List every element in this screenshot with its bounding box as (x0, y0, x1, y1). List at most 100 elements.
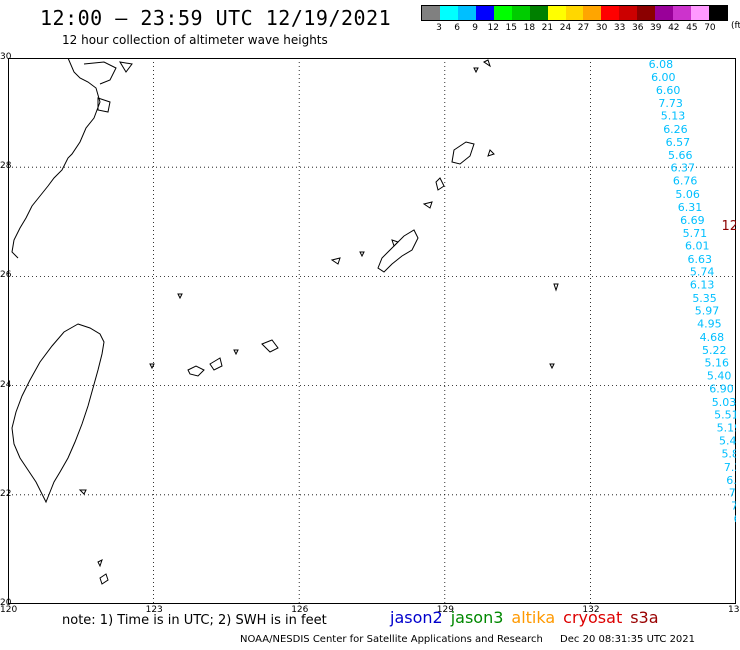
legend-swatch (583, 6, 602, 20)
wave-height-label: 6.00 (651, 71, 676, 84)
lat-tick-label: 24 (0, 379, 12, 390)
legend-swatch (511, 6, 530, 20)
legend-swatch (637, 6, 656, 20)
legend-label: 39 (650, 23, 662, 33)
wave-height-label: 7 (731, 500, 736, 513)
map-canvas[interactable]: 6.086.006.607.735.136.266.575.666.376.76… (7, 57, 740, 605)
coastlines (11, 57, 559, 585)
legend-swatch (691, 6, 709, 20)
credit-text: NOAA/NESDIS Center for Satellite Applica… (240, 634, 543, 645)
wave-height-label: 5.74 (690, 265, 715, 278)
legend-swatch (547, 6, 566, 20)
wave-height-label: 5.97 (695, 305, 720, 318)
wave-height-label: 5.19 (717, 421, 736, 434)
legend-units: (ft) (731, 21, 740, 31)
timestamp-text: Dec 20 08:31:35 UTC 2021 (560, 634, 696, 645)
legend-label: 45 (686, 23, 698, 33)
legend-swatches (421, 5, 728, 21)
legend-labels: 3 6 9 12 15 18 21 24 27 30 33 36 39 42 45 70 (421, 23, 728, 35)
taiwan-coastline (11, 323, 105, 504)
legend-label: 70 (704, 23, 716, 33)
legend-swatch (457, 6, 476, 20)
lat-tick-label: 26 (0, 270, 12, 281)
lon-tick-label: 129 (436, 605, 454, 615)
wave-height-label: 6.69 (680, 214, 705, 227)
wave-height-label: 4.68 (700, 331, 725, 344)
map-frame (8, 58, 736, 604)
wave-height-label: 6.26 (663, 123, 688, 136)
wave-height-label: 5.35 (692, 292, 717, 305)
legend-swatch (422, 6, 440, 20)
wave-height-label: 5.71 (683, 227, 708, 240)
okinawa-coastline (377, 229, 419, 273)
satellite-legend: jason2 jason3 altika cryosat s3a (390, 608, 667, 627)
wave-height-label: 6 (734, 513, 736, 526)
lat-tick-label: 20 (0, 598, 12, 608)
wave-height-label: 5.13 (661, 110, 686, 123)
satellite-name: s3a (630, 608, 659, 627)
wave-height-label: 6.13 (690, 278, 715, 291)
legend-label: 12 (487, 23, 499, 33)
legend-swatch (493, 6, 512, 20)
legend-swatch (475, 6, 494, 20)
page-title: 12:00 – 23:59 UTC 12/19/2021 (40, 6, 392, 30)
legend-swatch (529, 6, 548, 20)
wave-height-label: 6.60 (656, 84, 681, 97)
wave-height-label: 5.06 (675, 188, 700, 201)
legend-swatch (601, 6, 620, 20)
legend-label: 18 (523, 23, 536, 33)
satellite-name: cryosat (563, 608, 623, 627)
wave-height-label: 6.37 (670, 162, 695, 175)
footer: NOAA/NESDIS Center for Satellite Applica… (240, 634, 709, 645)
wave-height-label: 1248 (721, 219, 736, 234)
wave-height-label: 5.51 (714, 408, 736, 421)
legend-label: 42 (668, 23, 680, 33)
wave-height-label: 5.43 (719, 435, 736, 448)
wave-height-label: 4.95 (697, 318, 722, 331)
lon-tick-label: 126 (291, 605, 309, 615)
lat-tick-label: 22 (0, 488, 12, 499)
legend-swatch (439, 6, 458, 20)
amami-coastline (451, 141, 475, 165)
wave-height-label: 6.31 (678, 201, 703, 214)
lon-tick-label: 123 (145, 605, 163, 615)
legend-swatch (565, 6, 584, 20)
page-subtitle: 12 hour collection of altimeter wave hei… (62, 33, 328, 47)
lon-tick-label: 132 (582, 605, 600, 615)
wave-height-label: 7. (729, 486, 736, 499)
wave-height-label: 5.16 (704, 356, 729, 369)
wave-height-label: 5.22 (702, 344, 727, 357)
lon-tick-label: 135 (728, 605, 740, 615)
legend-label: 33 (613, 23, 626, 33)
yaeyama-coastline (187, 365, 205, 377)
wave-height-label: 6.57 (666, 136, 691, 149)
miyako-coastline (261, 339, 279, 353)
wave-height-label: 5.87 (721, 448, 736, 461)
legend-label: 36 (631, 23, 644, 33)
altimeter-track: 6.086.006.607.735.136.266.575.666.376.76… (649, 58, 740, 526)
note-text: note: 1) Time is in UTC; 2) SWH is in fe… (62, 613, 327, 628)
wave-height-label: 5.66 (668, 149, 693, 162)
wave-height-label: 6.08 (649, 58, 674, 71)
lat-tick-label: 28 (0, 161, 12, 172)
legend-label: 21 (541, 23, 554, 33)
legend-label: 27 (577, 23, 590, 33)
wave-height-label: 6.90 (709, 383, 734, 396)
legend-label: 24 (559, 23, 572, 33)
legend-swatch (619, 6, 638, 20)
legend-label: 9 (472, 23, 479, 33)
lat-tick-label: 30 (0, 52, 12, 62)
wave-height-label: 6.01 (685, 240, 710, 253)
satellite-name: jason2 (390, 608, 443, 627)
legend-label: 3 (436, 23, 442, 33)
wave-height-label: 6.76 (673, 175, 698, 188)
wave-height-label: 6.63 (687, 253, 712, 266)
legend-label: 6 (454, 23, 460, 33)
satellite-name: jason3 (450, 608, 504, 627)
wave-height-label: 7.73 (658, 97, 683, 110)
map-panel[interactable]: 6.08 6.00 6.60 7.73 5.13 6.26 6.57 5.66 6.37 6.76… (7, 57, 740, 605)
lon-tick-label: 120 (0, 605, 18, 615)
legend-swatch (655, 6, 674, 20)
legend-swatch (673, 6, 692, 20)
